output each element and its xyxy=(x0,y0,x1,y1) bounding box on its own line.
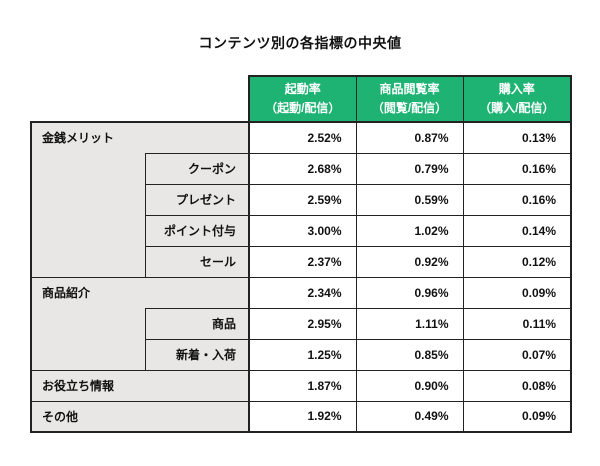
value-cell: 0.90% xyxy=(355,369,464,402)
value-cell: 0.85% xyxy=(355,338,464,371)
value-cell: 0.14% xyxy=(462,214,572,247)
header-col-subtitle: （閲覧/配信） xyxy=(371,101,448,115)
category-label: 商品紹介 xyxy=(30,276,249,308)
value-cell: 0.13% xyxy=(462,121,572,154)
header-col-purchase-rate: 購入率 （購入/配信） xyxy=(462,75,572,123)
table-row: プレゼント 2.59% 0.59% 0.16% xyxy=(30,183,572,216)
table-row: お役立ち情報 1.87% 0.90% 0.08% xyxy=(30,369,572,402)
header-col-launch-rate: 起動率 （起動/配信） xyxy=(248,75,357,123)
category-span-cell xyxy=(30,153,145,184)
value-cell: 0.79% xyxy=(355,152,464,185)
value-cell: 0.12% xyxy=(462,245,572,278)
table-row: 商品 2.95% 1.11% 0.11% xyxy=(30,307,572,340)
header-col-subtitle: （起動/配信） xyxy=(265,101,341,115)
table-row: その他 1.92% 0.49% 0.09% xyxy=(30,400,572,433)
value-cell: 1.87% xyxy=(248,369,357,402)
category-span-cell xyxy=(30,308,145,339)
value-cell: 0.08% xyxy=(462,369,572,402)
value-cell: 2.37% xyxy=(248,245,357,278)
subcategory-label: クーポン xyxy=(144,152,250,185)
subcategory-label: 新着・入荷 xyxy=(144,338,250,371)
value-cell: 2.68% xyxy=(248,152,357,185)
value-cell: 2.34% xyxy=(248,276,357,309)
table-row: 新着・入荷 1.25% 0.85% 0.07% xyxy=(30,338,572,371)
subcategory-label: ポイント付与 xyxy=(144,214,250,247)
value-cell: 0.59% xyxy=(355,183,464,216)
header-col-subtitle: （購入/配信） xyxy=(479,101,555,115)
category-span-cell xyxy=(30,215,145,246)
value-cell: 0.11% xyxy=(462,307,572,340)
category-label: お役立ち情報 xyxy=(30,369,249,402)
value-cell: 0.09% xyxy=(462,400,572,433)
value-cell: 0.87% xyxy=(355,121,464,154)
value-cell: 0.16% xyxy=(462,183,572,216)
value-cell: 1.25% xyxy=(248,338,357,371)
header-col-product-view-rate: 商品閲覧率 （閲覧/配信） xyxy=(355,75,464,123)
header-col-title: 起動率 xyxy=(284,82,321,97)
value-cell: 3.00% xyxy=(248,214,357,247)
subcategory-label: プレゼント xyxy=(144,183,250,216)
table-body: 金銭メリット 2.52% 0.87% 0.13% クーポン 2.68% 0.79% 0.16%… xyxy=(30,121,572,433)
header-col-title: 商品閲覧率 xyxy=(379,82,440,97)
value-cell: 1.92% xyxy=(248,400,357,433)
value-cell: 2.59% xyxy=(248,183,357,216)
value-cell: 2.52% xyxy=(248,121,357,154)
value-cell: 0.49% xyxy=(355,400,464,433)
table-row: ポイント付与 3.00% 1.02% 0.14% xyxy=(30,214,572,247)
category-span-cell xyxy=(30,184,145,215)
category-span-cell xyxy=(30,246,145,277)
subcategory-label: 商品 xyxy=(144,307,250,340)
value-cell: 1.02% xyxy=(355,214,464,247)
table-row: 商品紹介 2.34% 0.96% 0.09% xyxy=(30,276,572,309)
header-blank-cell xyxy=(31,76,249,122)
header-col-title: 購入率 xyxy=(498,82,535,97)
subcategory-label: セール xyxy=(144,245,250,278)
category-span-cell xyxy=(30,339,145,370)
value-cell: 0.07% xyxy=(462,338,572,371)
table-header-row: 起動率 （起動/配信） 商品閲覧率 （閲覧/配信） 購入率 （購入/配信） xyxy=(31,75,572,123)
category-label: その他 xyxy=(30,400,249,433)
category-label: 金銭メリット xyxy=(30,121,249,153)
value-cell: 0.92% xyxy=(355,245,464,278)
table-row: セール 2.37% 0.92% 0.12% xyxy=(30,245,572,278)
value-cell: 0.09% xyxy=(462,276,572,309)
table-row: 金銭メリット 2.52% 0.87% 0.13% xyxy=(30,121,572,154)
page-title: コンテンツ別の各指標の中央値 xyxy=(198,35,402,51)
value-cell: 0.16% xyxy=(462,152,572,185)
metrics-table: 起動率 （起動/配信） 商品閲覧率 （閲覧/配信） 購入率 （購入/配信） 金銭… xyxy=(30,75,572,433)
table-row: クーポン 2.68% 0.79% 0.16% xyxy=(30,152,572,185)
value-cell: 2.95% xyxy=(248,307,357,340)
value-cell: 1.11% xyxy=(355,307,464,340)
value-cell: 0.96% xyxy=(355,276,464,309)
